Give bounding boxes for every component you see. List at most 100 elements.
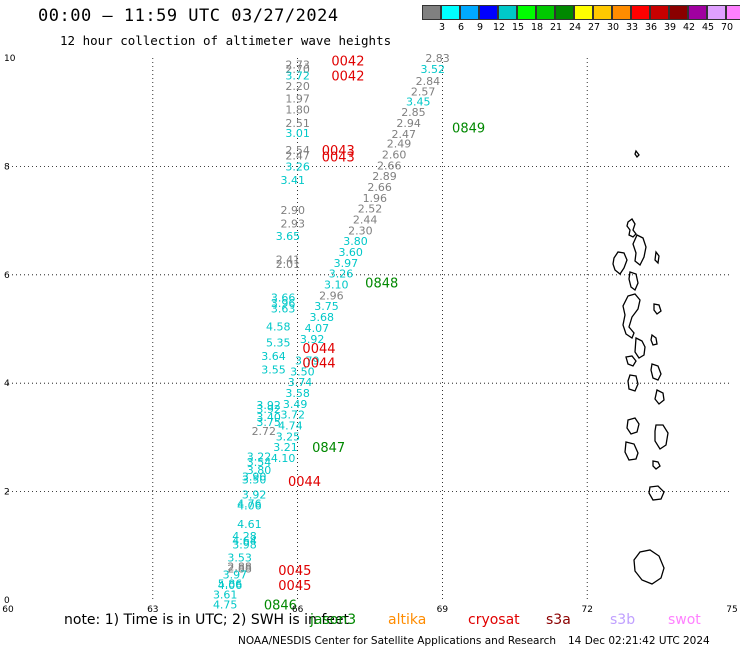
wave-height-label: 3.79 xyxy=(295,354,320,367)
color-scale-label: 24 xyxy=(568,22,582,33)
wave-height-label: 2.30 xyxy=(348,224,373,237)
y-tick-label: 8 xyxy=(4,162,10,172)
pass-time-label: 0043 xyxy=(322,151,355,166)
axis-labels: 60 63 66 69 72 75 0 2 4 6 8 10 xyxy=(2,54,737,615)
wave-height-label: 3.72 xyxy=(285,69,310,82)
y-tick-label: 0 xyxy=(4,596,10,606)
island-outline xyxy=(654,250,660,265)
island-outline xyxy=(653,303,662,315)
color-scale-label: 6 xyxy=(457,22,465,33)
wave-height-label: 3.75 xyxy=(314,300,339,313)
pass-time-label: 0846 xyxy=(264,598,297,613)
wave-height-label: 4.64 xyxy=(232,534,257,547)
wave-height-label: 2.41 xyxy=(276,254,301,267)
island-outline xyxy=(622,293,641,339)
wave-height-label: 2.44 xyxy=(353,214,378,227)
wave-height-label: 2.66 xyxy=(377,159,402,172)
wave-height-label: 3.10 xyxy=(324,279,349,292)
wave-height-label: 3.68 xyxy=(309,311,334,324)
wave-height-label: 2.47 xyxy=(285,150,310,163)
wave-height-label: 2.88 xyxy=(227,560,252,573)
pass-time-label: 0044 xyxy=(302,357,335,372)
wave-height-label: 2.94 xyxy=(396,117,421,130)
y-tick-label: 2 xyxy=(4,488,10,498)
wave-height-label: 3.40 xyxy=(256,411,281,424)
wave-height-label: 4.74 xyxy=(278,419,303,432)
island-outline xyxy=(632,234,647,267)
color-scale-label: 33 xyxy=(625,22,639,33)
pass-time-label: 0044 xyxy=(288,475,321,490)
island-outline xyxy=(612,251,628,275)
wave-height-label: 3.58 xyxy=(285,387,310,400)
generated-timestamp: 14 Dec 02:21:42 UTC 2024 xyxy=(568,635,710,647)
island-outline xyxy=(625,355,637,367)
wave-height-label: 2.60 xyxy=(382,148,407,161)
color-swatch xyxy=(498,5,517,20)
wave-height-label: 2.49 xyxy=(387,138,412,151)
wave-height-label: 3.53 xyxy=(227,552,252,565)
footer-note: note: 1) Time is in UTC; 2) SWH is in fe… xyxy=(64,612,350,628)
x-tick-label: 75 xyxy=(726,605,737,615)
pass-time-labels: 0042004208490043004308480044004408470044… xyxy=(264,55,485,614)
island-outline xyxy=(654,389,665,405)
color-scale-label: 30 xyxy=(606,22,620,33)
wave-height-label: 3.54 xyxy=(247,456,272,469)
color-swatch xyxy=(536,5,555,20)
wave-height-label: 3.64 xyxy=(261,350,286,363)
y-tick-label: 6 xyxy=(4,271,10,281)
wave-height-label: 3.50 xyxy=(242,474,267,487)
wave-height-label: 2.52 xyxy=(358,203,383,216)
color-scale-label: 21 xyxy=(549,22,563,33)
wave-height-label: 3.97 xyxy=(334,257,359,270)
wave-height-label: 2.85 xyxy=(401,106,426,119)
color-swatch xyxy=(422,5,441,20)
satellite-legend-item: swot xyxy=(668,612,701,628)
color-scale-label: 39 xyxy=(663,22,677,33)
wave-height-label: 4.76 xyxy=(237,498,262,511)
wave-height-label: 4.06 xyxy=(237,500,262,513)
credit-text: NOAA/NESDIS Center for Satellite Applica… xyxy=(238,635,556,647)
wave-height-label: 3.26 xyxy=(285,160,310,173)
wave-height-label: 3.52 xyxy=(420,63,445,76)
color-swatch xyxy=(517,5,536,20)
island-outline xyxy=(652,460,661,470)
color-swatch xyxy=(688,5,707,20)
color-scale-label: 45 xyxy=(701,22,715,33)
x-tick-label: 60 xyxy=(2,605,14,615)
wave-height-label: 1.80 xyxy=(285,103,310,116)
wave-height-label: 3.22 xyxy=(247,450,272,463)
wave-height-label: 3.92 xyxy=(256,399,281,412)
x-tick-label: 72 xyxy=(581,605,592,615)
wave-height-label: 3.72 xyxy=(281,409,306,422)
wave-height-label: 3.90 xyxy=(242,470,267,483)
color-scale-label: 12 xyxy=(492,22,506,33)
wave-height-label: 2.73 xyxy=(285,59,310,72)
wave-height-label: 2.57 xyxy=(411,86,436,99)
wave-height-label: 3.55 xyxy=(261,364,286,377)
wave-height-label: 3.97 xyxy=(223,569,248,582)
island-outline xyxy=(628,271,639,292)
color-scale-label: 18 xyxy=(530,22,544,33)
wave-height-label: 3.80 xyxy=(247,464,272,477)
x-tick-label: 69 xyxy=(437,605,449,615)
wave-height-label: 3.60 xyxy=(338,246,363,259)
wave-height-label: 2.54 xyxy=(285,144,310,157)
wave-height-label: 1.97 xyxy=(285,93,310,106)
wave-height-label: 4.58 xyxy=(266,320,291,333)
island-outline xyxy=(627,374,639,392)
pass-time-label: 0848 xyxy=(365,276,398,291)
wave-height-label: 4.10 xyxy=(271,452,296,465)
wave-height-label: 2.72 xyxy=(252,425,277,438)
wave-height-label: 5.35 xyxy=(266,337,291,350)
island-outline xyxy=(648,485,665,501)
island-outline xyxy=(654,424,669,450)
pass-time-label: 0045 xyxy=(278,564,311,579)
color-scale-label: 70 xyxy=(720,22,734,33)
wave-height-label: 3.63 xyxy=(271,302,296,315)
island-outline xyxy=(634,149,640,159)
satellite-legend-item: jason3 xyxy=(310,612,357,628)
wave-height-label: 3.49 xyxy=(283,398,308,411)
wave-height-labels: 2.732.703.722.201.971.802.513.012.542.47… xyxy=(213,52,450,611)
wave-height-label: 4.75 xyxy=(213,598,238,611)
